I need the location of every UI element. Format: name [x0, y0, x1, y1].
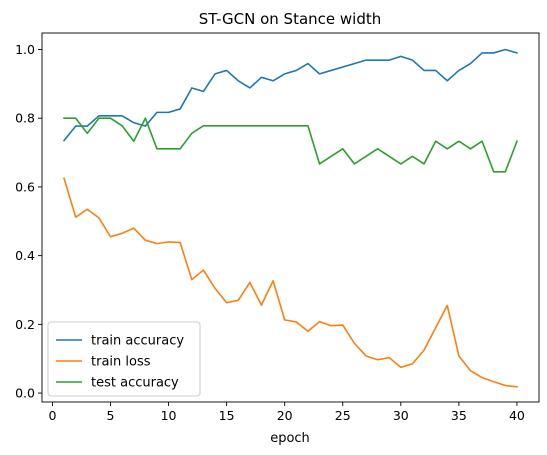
x-tick-label: 25 — [335, 408, 351, 423]
y-tick-label: 0.8 — [15, 111, 35, 126]
y-tick-label: 0.6 — [15, 179, 35, 194]
legend-label: train accuracy — [91, 334, 184, 349]
x-tick-label: 5 — [107, 408, 115, 423]
x-tick-label: 10 — [161, 408, 177, 423]
y-tick-label: 0.4 — [15, 248, 35, 263]
x-tick-label: 40 — [509, 408, 525, 423]
plot-frame — [41, 32, 540, 403]
y-tick-label: 0.2 — [15, 317, 35, 332]
series-layer — [62, 48, 518, 388]
legend-box — [47, 321, 201, 397]
legend-label: train loss — [91, 355, 151, 370]
x-tick-label: 0 — [48, 408, 56, 423]
y-tick-label: 0.0 — [15, 386, 35, 401]
x-tick-label: 20 — [277, 408, 293, 423]
legend-label: test accuracy — [91, 376, 179, 391]
x-tick-label: 35 — [451, 408, 467, 423]
y-tick-label: 1.0 — [15, 42, 35, 57]
chart-title: ST-GCN on Stance width — [199, 10, 382, 28]
x-axis-label: epoch — [270, 431, 310, 446]
x-tick-label: 30 — [393, 408, 409, 423]
legend: train accuracy train loss test accuracy — [47, 321, 201, 397]
series-line-train-loss — [63, 177, 518, 388]
axes-layer: 0 5 10 15 20 25 30 35 40 0.0 0.2 0.4 0.6 0.8 1.0 — [15, 32, 540, 423]
series-line-train-accuracy — [62, 48, 518, 142]
x-tick-label: 15 — [219, 408, 235, 423]
series-line-test-accuracy — [63, 117, 518, 173]
